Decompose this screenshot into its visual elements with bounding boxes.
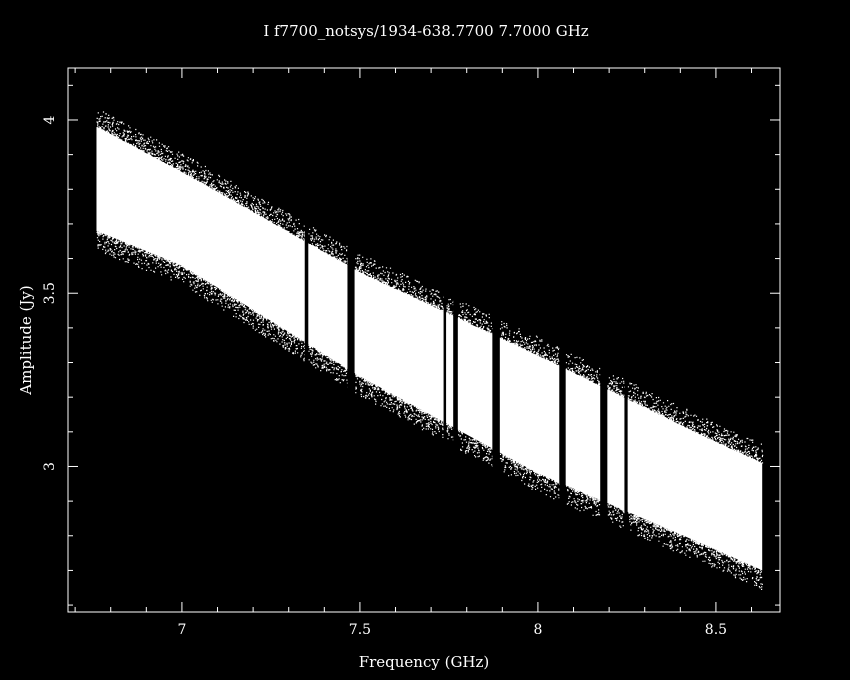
data-points [96,111,764,591]
flagged-gap [347,69,355,611]
x-tick-label: 7 [177,622,186,638]
chart-title: I f7700_notsys/1934-638.7700 7.7000 GHz [263,22,588,40]
flagged-gap [624,69,628,611]
flagged-gap [559,69,566,611]
flagged-gap [304,69,309,611]
x-axis-label: Frequency (GHz) [359,653,490,671]
scatter-points [96,69,764,611]
y-tick-label: 3.5 [42,282,58,304]
x-axis: 7 7.5 8 8.5 [74,68,753,638]
plot-frame [67,67,781,613]
x-tick-label: 8 [533,622,542,638]
flagged-gap [453,69,458,611]
y-tick-label: 4 [42,115,58,124]
y-axis: 33.54 [42,84,780,606]
y-tick-label: 3 [42,462,58,471]
y-axis-label: Amplitude (Jy) [17,285,35,395]
data-band [96,126,763,571]
flagged-gap [600,69,608,611]
flagged-gap [443,69,447,611]
x-tick-label: 7.5 [349,622,371,638]
flagged-gap [492,69,500,611]
x-tick-label: 8.5 [705,622,727,638]
